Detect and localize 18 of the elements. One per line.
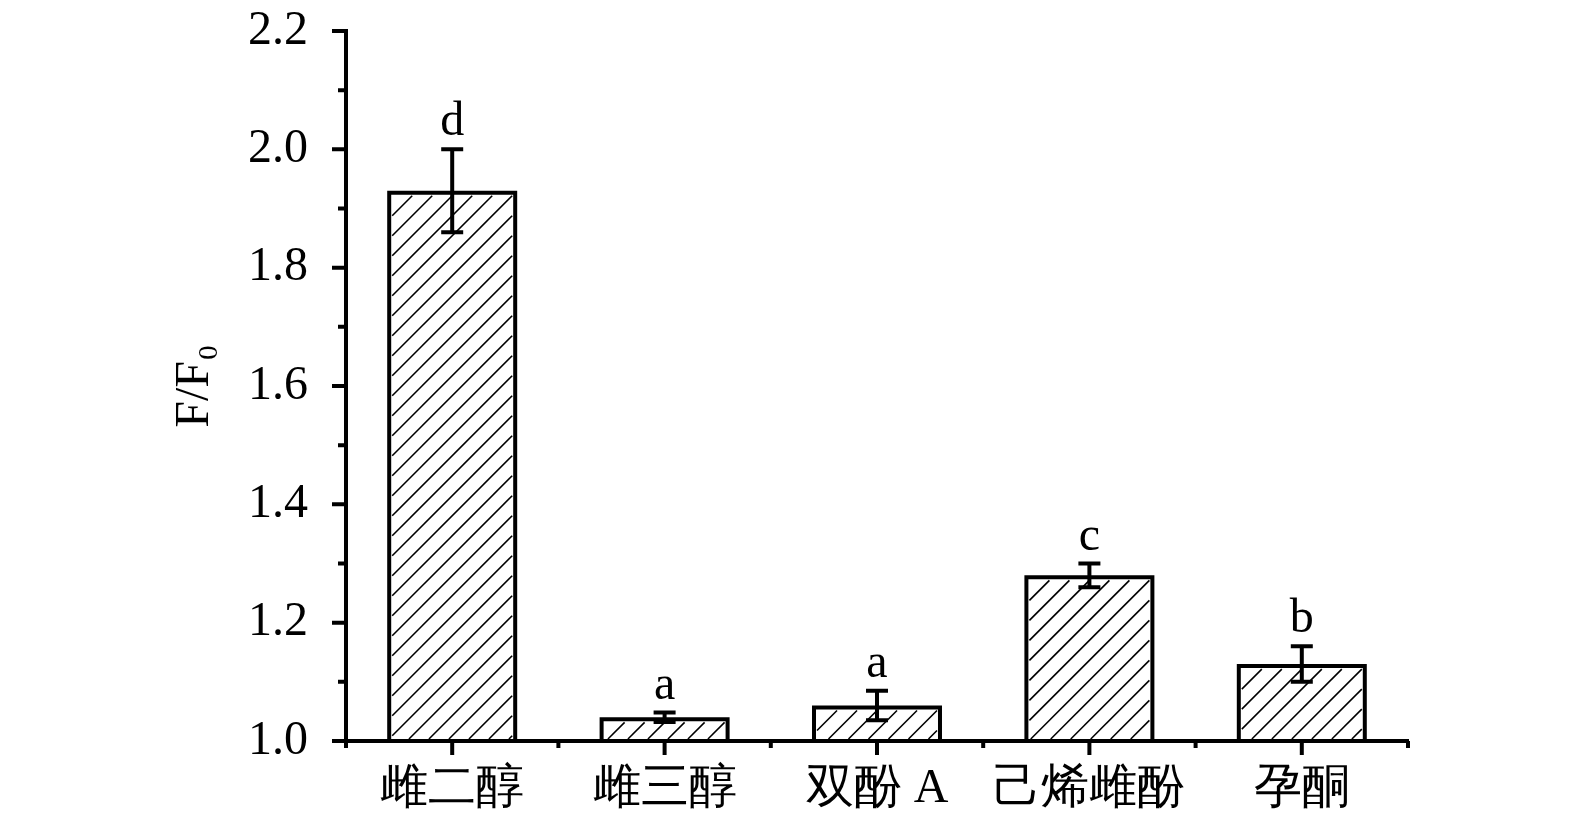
y-axis-title: F/F₀ xyxy=(165,344,219,428)
y-tick-label: 2.2 xyxy=(248,0,308,54)
y-tick-label: 1.6 xyxy=(248,355,308,409)
annotation: c xyxy=(1078,506,1101,560)
x-tick-label: 己烯雌酚 xyxy=(993,759,1186,813)
x-tick-label: 雌二醇 xyxy=(380,759,525,813)
annotation: d xyxy=(440,92,465,146)
y-tick-label: 1.0 xyxy=(248,710,308,764)
x-tick-label: 雌三醇 xyxy=(592,759,737,813)
annotation: b xyxy=(1289,589,1314,643)
annotation: a xyxy=(653,655,676,709)
x-tick-label: 孕酮 xyxy=(1253,759,1350,813)
y-tick-label: 1.4 xyxy=(248,473,308,527)
y-tick-label: 2.0 xyxy=(248,118,308,172)
y-tick-label: 1.2 xyxy=(248,592,308,646)
y-tick-label: 1.8 xyxy=(248,237,308,291)
annotation: a xyxy=(866,633,888,687)
x-tick-label: 双酚 A xyxy=(805,759,949,813)
